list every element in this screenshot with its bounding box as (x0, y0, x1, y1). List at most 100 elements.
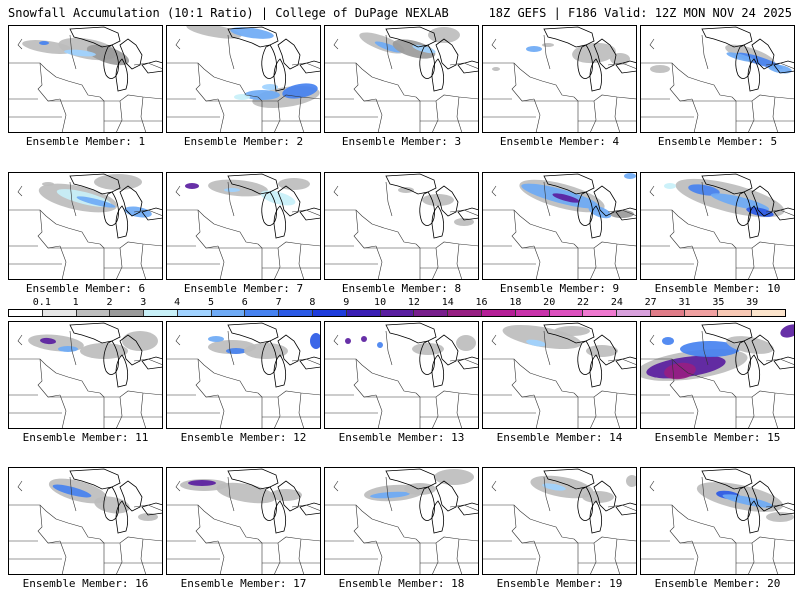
state-border (195, 504, 219, 544)
state-border (736, 536, 795, 544)
snowfall-area (345, 338, 351, 344)
lake-outline (227, 173, 279, 195)
state-border (543, 181, 551, 217)
state-border (772, 392, 779, 429)
state-border (371, 76, 417, 98)
state-border (213, 223, 259, 245)
snowfall-map (482, 25, 637, 133)
lake-outline (227, 322, 279, 344)
state-border (17, 334, 23, 346)
snowfall-map (640, 467, 795, 575)
legend-swatch (583, 310, 618, 316)
state-border (37, 504, 61, 544)
snowfall-map (8, 467, 163, 575)
state-border (420, 390, 479, 398)
state-border (385, 34, 393, 70)
map-frame (166, 25, 321, 133)
state-border (195, 358, 219, 398)
map-frame (324, 25, 479, 133)
state-border (669, 358, 693, 398)
lake-outline (69, 26, 121, 48)
snowfall-area (398, 187, 414, 193)
state-border (420, 241, 479, 249)
lake-outline (593, 38, 617, 70)
lake-outline (299, 356, 321, 370)
lake-outline (747, 500, 761, 534)
ensemble-member-label: Ensemble Member: 7 (183, 282, 304, 295)
state-border (17, 480, 23, 492)
lake-outline (615, 502, 637, 516)
lake-outline (701, 322, 753, 344)
state-border (491, 480, 497, 492)
map-frame (482, 25, 637, 133)
snowfall-map (8, 172, 163, 280)
lake-outline (589, 58, 603, 92)
state-border (578, 536, 637, 544)
snowfall-area (526, 339, 546, 347)
state-border (324, 62, 373, 78)
state-border (533, 394, 541, 429)
lake-outline (747, 58, 761, 92)
snowfall-area (492, 67, 500, 71)
state-border (291, 209, 321, 217)
snowfall-map (324, 172, 479, 280)
ensemble-member-label: Ensemble Member: 9 (499, 282, 620, 295)
lake-outline (435, 334, 459, 366)
lake-outline (735, 486, 751, 521)
snowfall-area (244, 90, 280, 100)
snowfall-area (726, 336, 774, 354)
state-border (529, 372, 575, 394)
state-border (324, 504, 373, 520)
state-border (578, 390, 637, 398)
state-border (431, 542, 439, 575)
state-border (701, 34, 709, 70)
state-border (449, 504, 479, 512)
state-border (431, 247, 439, 280)
state-border (175, 38, 181, 50)
state-border (213, 372, 259, 394)
state-border (691, 98, 699, 133)
state-border (669, 504, 693, 544)
lake-outline (751, 480, 775, 512)
state-border (772, 538, 779, 575)
state-border (133, 62, 163, 70)
state-border (115, 542, 123, 575)
state-border (765, 62, 795, 70)
state-border (491, 334, 497, 346)
state-border (133, 504, 163, 512)
lake-outline (773, 356, 795, 370)
snowfall-area (52, 484, 92, 498)
lake-outline (103, 486, 119, 521)
state-border (69, 330, 77, 366)
lake-outline (261, 486, 277, 521)
state-border (227, 34, 235, 70)
lake-outline (69, 322, 121, 344)
lake-outline (431, 500, 445, 534)
lake-outline (419, 44, 435, 79)
state-border (291, 358, 321, 366)
state-border (578, 94, 637, 102)
map-frame (324, 321, 479, 429)
ensemble-member-label: Ensemble Member: 12 (180, 431, 307, 444)
state-border (449, 62, 479, 70)
ensemble-member-label: Ensemble Member: 3 (341, 135, 462, 148)
snowfall-area (768, 64, 792, 74)
snowfall-area (40, 337, 56, 345)
legend-tick-label: 8 (309, 297, 316, 308)
state-border (607, 504, 637, 512)
state-border (17, 38, 23, 50)
state-border (375, 540, 383, 575)
state-border (736, 94, 795, 102)
state-border (115, 100, 123, 133)
legend-swatch (279, 310, 314, 316)
legend-swatch (245, 310, 280, 316)
lake-outline (273, 58, 287, 92)
state-border (543, 330, 551, 366)
lake-outline (735, 44, 751, 79)
lake-outline (615, 207, 637, 221)
snowfall-map (324, 467, 479, 575)
lake-outline (701, 468, 753, 490)
state-border (456, 243, 463, 280)
snowfall-area (454, 218, 474, 226)
state-border (747, 100, 755, 133)
